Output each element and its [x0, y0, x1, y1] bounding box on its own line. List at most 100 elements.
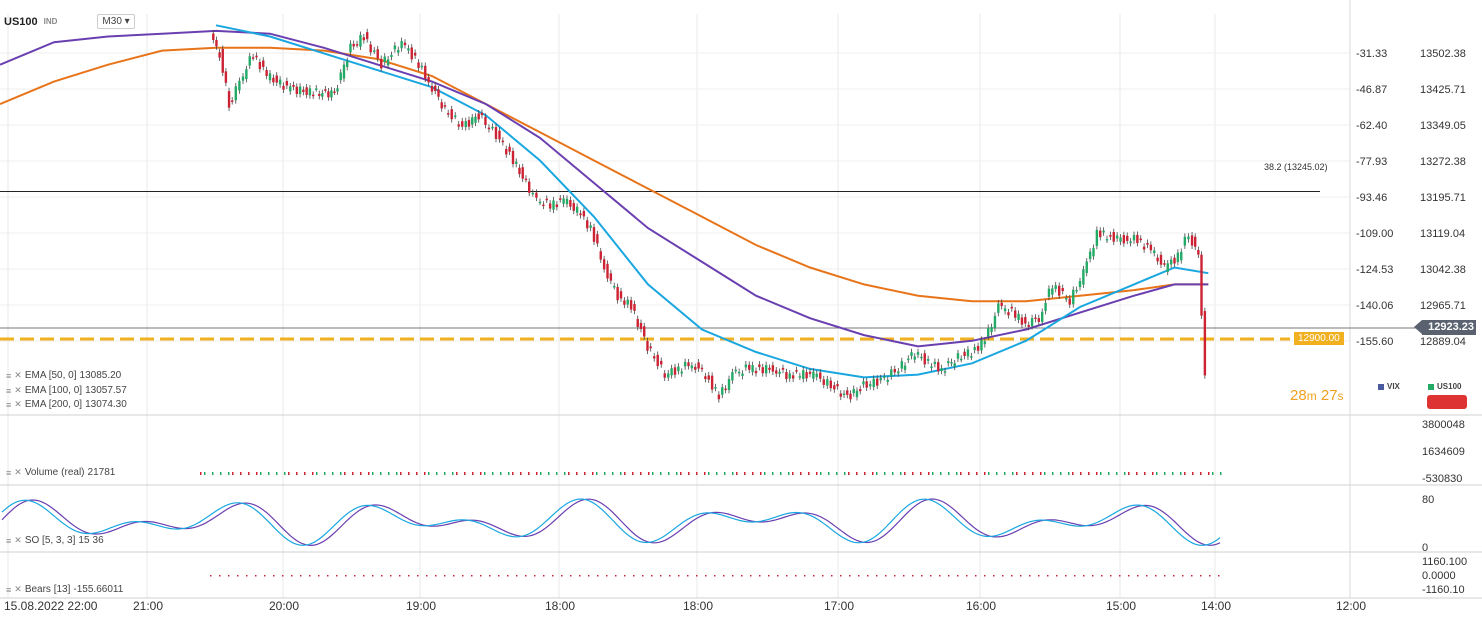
- indicator-ema100[interactable]: ≡ ✕ EMA [100, 0] 13057.57: [6, 385, 127, 396]
- volume-bar: [304, 472, 306, 475]
- close-icon[interactable]: ✕: [14, 535, 22, 545]
- candle-body: [862, 381, 865, 385]
- close-icon[interactable]: ✕: [14, 370, 22, 380]
- bears-bar: [750, 575, 752, 577]
- candle-body: [1099, 230, 1102, 238]
- candle-body: [626, 299, 629, 305]
- candle-body: [606, 263, 609, 279]
- candle-body: [1065, 298, 1068, 300]
- bears-bar: [876, 575, 878, 577]
- volume-bar: [1032, 472, 1034, 475]
- candle-body: [849, 393, 852, 400]
- bears-bar: [426, 575, 428, 577]
- indicator-volume[interactable]: ≡ ✕ Volume (real) 21781: [6, 467, 115, 478]
- volume-bar: [492, 472, 494, 475]
- sell-button[interactable]: [1427, 395, 1467, 409]
- close-icon[interactable]: ✕: [14, 399, 22, 409]
- bears-bar: [669, 575, 671, 577]
- grip-icon[interactable]: ≡: [6, 399, 12, 410]
- volume-bar: [1040, 472, 1042, 475]
- volume-bar: [256, 472, 258, 475]
- candle-body: [434, 85, 437, 91]
- grip-icon[interactable]: ≡: [6, 584, 12, 595]
- candle-body: [694, 366, 697, 370]
- volume-bar: [1180, 472, 1182, 475]
- candle-body: [515, 161, 518, 164]
- close-icon[interactable]: ✕: [14, 385, 22, 395]
- right-axis-tick: 12965.71: [1420, 300, 1466, 312]
- indicator-ema50[interactable]: ≡ ✕ EMA [50, 0] 13085.20: [6, 370, 121, 381]
- legend-vix[interactable]: VIX: [1378, 382, 1400, 391]
- bears-axis-tick: 1160.100: [1422, 556, 1467, 568]
- volume-bar: [848, 472, 850, 475]
- candle-body: [224, 71, 228, 83]
- grip-icon[interactable]: ≡: [6, 370, 12, 381]
- x-axis-tick: 19:00: [406, 599, 436, 613]
- candle-body: [1149, 244, 1153, 251]
- volume-bar: [536, 472, 538, 475]
- volume-bar: [996, 472, 998, 475]
- candle-body: [893, 369, 896, 373]
- bears-bar: [435, 575, 437, 577]
- bears-bar: [363, 575, 365, 577]
- grip-icon[interactable]: ≡: [6, 385, 12, 396]
- us100-label: US100: [1437, 382, 1462, 391]
- candle-body: [798, 376, 802, 378]
- close-icon[interactable]: ✕: [14, 584, 22, 594]
- indicator-bears[interactable]: ≡ ✕ Bears [13] -155.66011: [6, 584, 123, 595]
- legend-us100[interactable]: US100: [1428, 382, 1461, 391]
- bears-bar: [948, 575, 950, 577]
- volume-bar: [788, 472, 790, 475]
- volume-bar: [976, 472, 978, 475]
- timer-minutes: 28: [1290, 387, 1307, 404]
- candle-body: [802, 370, 805, 379]
- volume-bar: [764, 472, 766, 475]
- timer-seconds-unit: s: [1337, 389, 1344, 403]
- volume-bar: [520, 472, 522, 475]
- bears-bar: [1020, 575, 1022, 577]
- volume-bar: [436, 472, 438, 475]
- candle-body: [916, 352, 920, 355]
- candle-body: [1092, 247, 1095, 257]
- candle-body: [704, 376, 707, 380]
- grip-icon[interactable]: ≡: [6, 535, 12, 546]
- volume-bar: [704, 472, 706, 475]
- candle-body: [788, 373, 791, 379]
- bears-bar: [795, 575, 797, 577]
- volume-bar: [596, 472, 598, 475]
- x-axis-tick: 20:00: [269, 599, 299, 613]
- symbol-header: US100 IND M30 ▾: [4, 14, 135, 29]
- candle-body: [555, 204, 559, 208]
- candle-body: [262, 60, 265, 67]
- volume-bar: [528, 472, 530, 475]
- candle-body: [1187, 236, 1190, 240]
- volume-bar: [268, 472, 270, 475]
- timeframe-button[interactable]: M30 ▾: [97, 14, 135, 29]
- candle-body: [923, 353, 926, 365]
- level-line-tag[interactable]: 12900.00: [1294, 332, 1344, 345]
- volume-bar: [912, 472, 914, 475]
- candle-body: [633, 303, 636, 311]
- vix-label: VIX: [1387, 382, 1400, 391]
- candle-body: [1159, 254, 1163, 265]
- candle-body: [393, 45, 397, 50]
- candle-body: [1020, 317, 1024, 325]
- candle-body: [471, 117, 474, 125]
- volume-bar: [988, 472, 990, 475]
- bears-bar: [408, 575, 410, 577]
- left-axis-tick: -62.40: [1356, 120, 1387, 132]
- bears-bar: [1119, 575, 1121, 577]
- candle-body: [734, 369, 737, 372]
- candle-body: [1176, 252, 1180, 263]
- volume-bar: [1152, 472, 1154, 475]
- grip-icon[interactable]: ≡: [6, 467, 12, 478]
- indicator-so[interactable]: ≡ ✕ SO [5, 3, 3] 15 36: [6, 535, 104, 546]
- candle-body: [670, 368, 673, 376]
- candle-body: [1190, 235, 1194, 246]
- right-axis-tick: 13425.71: [1420, 84, 1466, 96]
- volume-bar: [1072, 472, 1074, 475]
- candle-body: [744, 364, 748, 368]
- indicator-ema200[interactable]: ≡ ✕ EMA [200, 0] 13074.30: [6, 399, 127, 410]
- close-icon[interactable]: ✕: [14, 467, 22, 477]
